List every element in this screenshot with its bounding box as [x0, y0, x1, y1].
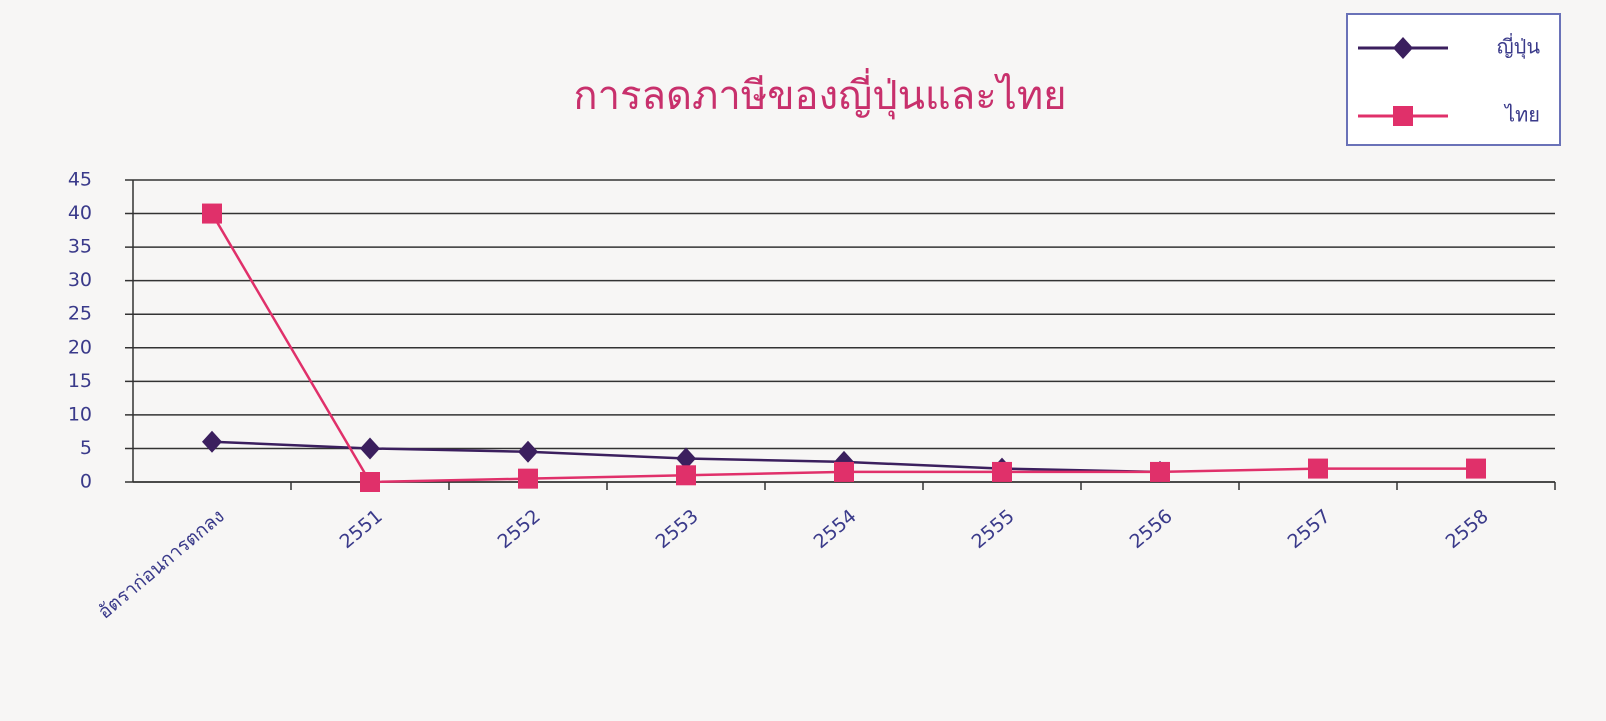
point	[1150, 461, 1170, 482]
legend-label: ญี่ปุ่น	[1497, 33, 1541, 60]
y-tick-label: 30	[68, 269, 92, 291]
y-tick-label: 35	[68, 236, 92, 258]
point	[202, 430, 222, 453]
point	[1308, 458, 1328, 479]
point	[676, 447, 696, 470]
point	[360, 472, 380, 492]
y-tick-label: 25	[68, 303, 92, 325]
legend-marker	[1393, 106, 1413, 126]
point	[676, 465, 696, 486]
point	[1466, 458, 1486, 479]
point	[202, 203, 222, 224]
chart-title: การลดภาษีของญี่ปุ่นและไทย	[573, 68, 1066, 120]
point	[360, 437, 380, 460]
point	[992, 461, 1012, 482]
y-tick-label: 15	[68, 370, 92, 392]
y-tick-label: 10	[68, 403, 92, 425]
y-tick-label: 5	[80, 437, 92, 459]
point	[518, 468, 538, 489]
y-tick-label: 0	[80, 471, 92, 493]
point	[834, 461, 854, 482]
y-tick-label: 45	[68, 169, 92, 191]
y-tick-label: 40	[68, 202, 92, 224]
point	[518, 440, 538, 463]
legend	[1346, 13, 1561, 146]
y-tick-label: 20	[68, 336, 92, 358]
legend-label: ไทย	[1503, 103, 1540, 127]
legend-marker	[1393, 37, 1413, 59]
